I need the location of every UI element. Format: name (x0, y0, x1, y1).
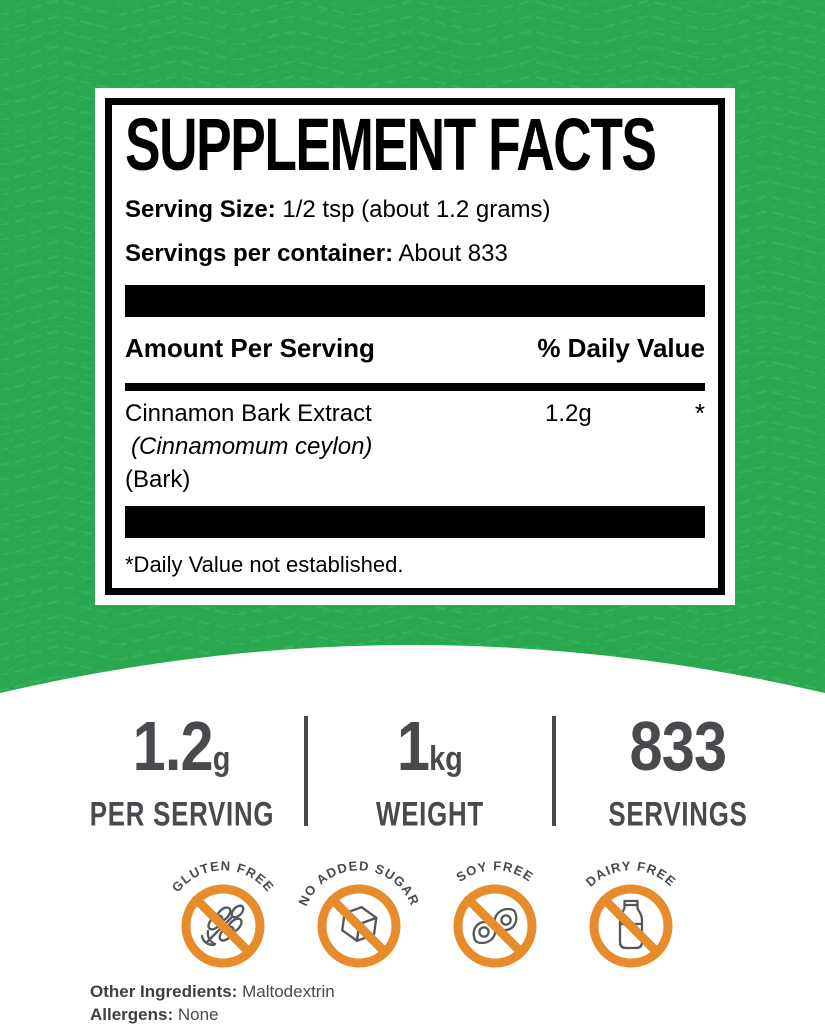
prohibition-circle (317, 884, 400, 968)
ingredient-name-block: Cinnamon Bark Extract (Cinnamomum ceylon… (125, 397, 545, 496)
servings-per-container-value: About 833 (398, 240, 508, 267)
stat-weight-number: 1kg (397, 711, 463, 791)
column-headers: Amount Per Serving % Daily Value (125, 333, 705, 363)
soybean-icon (472, 907, 517, 945)
stat-per-serving-unit: g (213, 740, 231, 778)
servings-per-container-line: Servings per container: About 833 (125, 239, 705, 269)
separator-bar-top (125, 285, 705, 317)
separator-bar-bottom (125, 506, 705, 538)
stat-per-serving-label: PER SERVING (89, 794, 275, 834)
supplement-facts-panel: SUPPLEMENT FACTS Serving Size: 1/2 tsp (… (95, 88, 735, 605)
stat-servings-number: 833 (630, 711, 728, 791)
serving-size-value: 1/2 tsp (about 1.2 grams) (282, 196, 551, 223)
header-rule (125, 383, 705, 391)
amount-per-serving-header: Amount Per Serving (125, 333, 375, 363)
badge-dairy-free: DAIRY FREE (582, 858, 678, 968)
facts-title: SUPPLEMENT FACTS (125, 103, 657, 186)
ingredient-name: Cinnamon Bark Extract (125, 400, 372, 427)
allergens-line: Allergens: None (90, 1003, 335, 1024)
stat-weight-value: 1 (397, 707, 430, 785)
stat-servings: 833 SERVINGS (556, 711, 800, 834)
ingredient-amount: 1.2g (545, 400, 592, 427)
stat-divider (304, 716, 308, 826)
badge-gluten-free: GLUTEN FREE (168, 858, 276, 968)
stat-weight-unit: kg (429, 740, 463, 778)
daily-value-header: % Daily Value (537, 333, 705, 363)
servings-per-container-label: Servings per container: (125, 240, 394, 267)
other-ingredients-line: Other Ingredients: Maltodextrin (90, 980, 335, 1003)
stat-servings-value: 833 (629, 707, 728, 785)
ingredients-footer: Other Ingredients: Maltodextrin Allergen… (90, 980, 335, 1024)
svg-text:NO ADDED SUGAR: NO ADDED SUGAR (295, 858, 422, 908)
ingredient-botanical-name: (Cinnamomum ceylon) (131, 433, 373, 460)
prohibition-circle (181, 884, 264, 968)
prohibition-circle (589, 884, 672, 968)
serving-size-line: Serving Size: 1/2 tsp (about 1.2 grams) (125, 195, 705, 225)
supplement-facts-border: SUPPLEMENT FACTS Serving Size: 1/2 tsp (… (105, 98, 725, 595)
prohibition-slash (329, 896, 388, 956)
stat-per-serving-value: 1.2 (133, 707, 214, 785)
stat-weight-label: WEIGHT (376, 794, 484, 834)
white-dome-curve (0, 645, 825, 712)
allergens-value: None (177, 1005, 219, 1024)
badge-soy-free-label: SOY FREE (453, 858, 535, 885)
svg-text:SOY FREE: SOY FREE (453, 858, 536, 885)
prohibition-slash (465, 896, 524, 956)
stats-strip: 1.2g PER SERVING 1kg WEIGHT 833 SERVINGS (60, 711, 800, 834)
daily-value-footnote: *Daily Value not established. (125, 552, 404, 577)
badge-no-added-sugar: NO ADDED SUGAR (295, 858, 422, 968)
stat-weight: 1kg WEIGHT (308, 711, 552, 834)
stat-per-serving: 1.2g PER SERVING (60, 711, 304, 834)
other-ingredients-value: Maltodextrin (242, 982, 335, 1001)
stat-divider (552, 716, 556, 826)
stat-per-serving-number: 1.2g (133, 711, 231, 791)
serving-size-label: Serving Size: (125, 196, 276, 223)
badge-soy-free: SOY FREE (453, 858, 536, 968)
dietary-badges-row: GLUTEN FREE NO ADDED SUGAR (0, 852, 825, 976)
ingredient-plant-part: (Bark) (125, 466, 191, 493)
stat-servings-label: SERVINGS (608, 794, 748, 834)
prohibition-circle (453, 884, 536, 968)
prohibition-slash (601, 896, 660, 956)
other-ingredients-label: Other Ingredients: (90, 982, 238, 1001)
prohibition-slash (193, 896, 252, 956)
ingredient-daily-value: * (694, 398, 705, 428)
badge-no-added-sugar-label: NO ADDED SUGAR (295, 858, 421, 908)
allergens-label: Allergens: (90, 1005, 174, 1024)
ingredient-row: Cinnamon Bark Extract (Cinnamomum ceylon… (125, 397, 705, 496)
